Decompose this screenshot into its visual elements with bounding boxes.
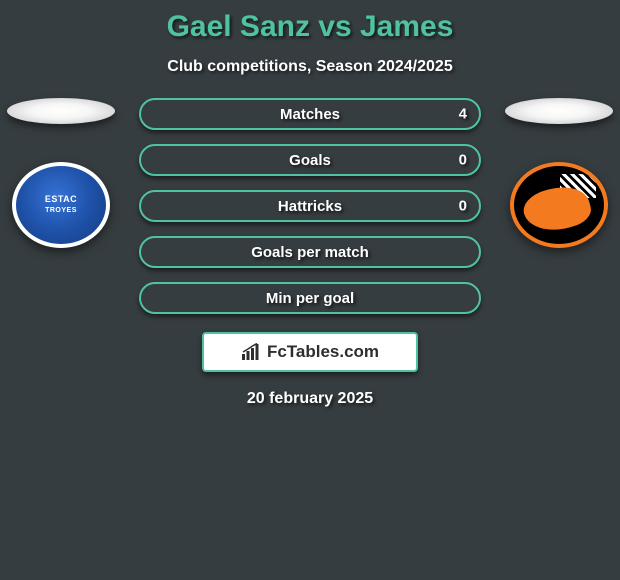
- stat-rows: Matches 4 Goals 0 Hattricks 0 Goals per …: [139, 98, 481, 314]
- stat-row-hattricks: Hattricks 0: [139, 190, 481, 222]
- left-avatar-placeholder: [7, 98, 115, 124]
- stat-label: Min per goal: [266, 290, 354, 307]
- right-club-badge: [510, 162, 608, 248]
- subtitle: Club competitions, Season 2024/2025: [0, 58, 620, 76]
- page-title: Gael Sanz vs James: [0, 0, 620, 44]
- right-player-column: [504, 98, 614, 248]
- brand-label: FcTables.com: [267, 342, 379, 362]
- lorient-swoosh-icon: [520, 180, 595, 238]
- stat-row-goals-per-match: Goals per match: [139, 236, 481, 268]
- stat-right-value: 4: [459, 106, 467, 123]
- stat-row-goals: Goals 0: [139, 144, 481, 176]
- comparison-panel: ESTACTROYES Matches 4 Goals 0 Hattricks …: [0, 98, 620, 408]
- stat-row-min-per-goal: Min per goal: [139, 282, 481, 314]
- bar-chart-icon: [241, 343, 263, 361]
- brand-box[interactable]: FcTables.com: [202, 332, 418, 372]
- date-label: 20 february 2025: [0, 390, 620, 408]
- left-club-badge: ESTACTROYES: [12, 162, 110, 248]
- left-player-column: ESTACTROYES: [6, 98, 116, 248]
- stat-row-matches: Matches 4: [139, 98, 481, 130]
- right-avatar-placeholder: [505, 98, 613, 124]
- stat-label: Hattricks: [278, 198, 342, 215]
- left-club-text: ESTACTROYES: [45, 195, 77, 215]
- stat-label: Goals per match: [251, 244, 369, 261]
- stat-label: Goals: [289, 152, 331, 169]
- stat-right-value: 0: [459, 198, 467, 215]
- stat-label: Matches: [280, 106, 340, 123]
- stat-right-value: 0: [459, 152, 467, 169]
